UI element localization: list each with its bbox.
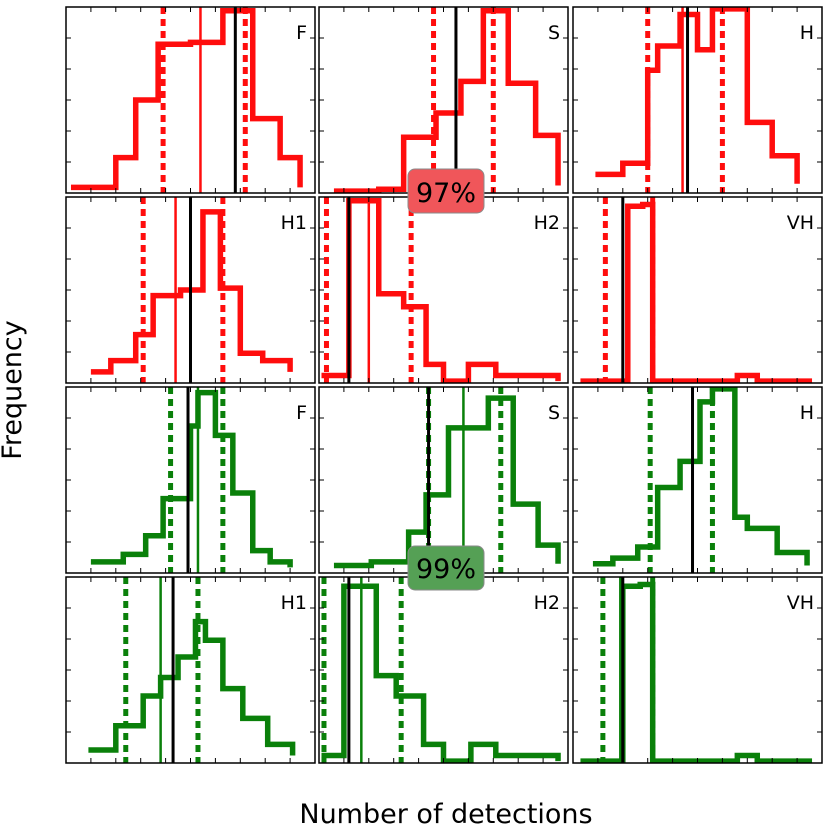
panel-red-h1: H1	[65, 196, 316, 384]
panel-label-red-h1: H1	[281, 212, 307, 234]
panel-label-red-h: H	[800, 22, 814, 44]
panel-frame-red-f	[65, 6, 316, 194]
badge-97-box	[407, 168, 485, 214]
histogram-red-h2	[321, 197, 561, 383]
panel-label-green-h2: H2	[534, 592, 560, 614]
panels-group: F S H H1 H2 VH F S H H1 H2 VH	[65, 6, 823, 764]
panel-red-h-plot	[595, 7, 800, 193]
ticks-red-s	[319, 7, 568, 193]
y-axis-label: Frequency	[0, 320, 28, 460]
ticks-green-h1	[66, 577, 315, 763]
panel-red-s: S	[318, 6, 569, 194]
badge-97-text: 97%	[416, 178, 476, 209]
ticks-red-h2	[319, 197, 568, 383]
panel-label-red-h2: H2	[534, 212, 560, 234]
histogram-green-h	[592, 387, 810, 567]
panel-green-h: H	[572, 386, 823, 574]
histogram-red-h	[595, 7, 800, 184]
ticks-red-h	[573, 7, 822, 193]
badge-99-box	[407, 545, 485, 591]
panel-label-green-h: H	[800, 402, 814, 424]
ticks-green-vh	[573, 577, 822, 763]
panel-green-h2: H2	[318, 576, 569, 764]
panel-green-h2-plot	[321, 577, 561, 763]
x-axis-label: Number of detections	[299, 799, 592, 830]
ticks-green-h	[573, 387, 822, 573]
panel-green-vh-plot	[580, 577, 813, 763]
panel-green-f-plot	[90, 387, 293, 573]
histogram-green-h2	[321, 583, 561, 763]
panel-frame-red-h2	[318, 196, 569, 384]
panel-label-red-vh: VH	[787, 212, 814, 234]
panel-green-h1: H1	[65, 576, 316, 764]
histogram-red-f	[70, 7, 303, 191]
panel-green-s: S	[318, 386, 569, 574]
ticks-green-f	[66, 387, 315, 573]
panel-frame-green-h2	[318, 576, 569, 764]
panel-frame-red-s	[318, 6, 569, 194]
panel-red-h2-plot	[321, 197, 561, 383]
panel-green-h1-plot	[88, 577, 296, 763]
ticks-red-vh	[573, 197, 822, 383]
panel-label-red-s: S	[548, 22, 560, 44]
histogram-red-h1	[90, 209, 293, 375]
ticks-green-s	[319, 387, 568, 573]
panel-label-green-vh: VH	[787, 592, 814, 614]
ticks-red-f	[66, 7, 315, 193]
panel-label-green-h1: H1	[281, 592, 307, 614]
badge-99-text: 99%	[416, 554, 476, 585]
panel-green-s-plot	[333, 387, 561, 573]
panel-green-vh: VH	[572, 576, 823, 764]
panel-green-f: F	[65, 386, 316, 574]
ticks-red-h1	[66, 197, 315, 383]
panel-frame-green-vh	[572, 576, 823, 764]
histogram-green-s	[333, 395, 561, 569]
histogram-green-h1	[88, 618, 296, 756]
panel-red-vh: VH	[572, 196, 823, 384]
histogram-green-vh	[580, 581, 813, 763]
panel-red-s-plot	[333, 7, 561, 193]
panel-red-vh-plot	[580, 197, 813, 383]
panel-green-h-plot	[592, 387, 810, 573]
panel-label-red-f: F	[296, 22, 307, 44]
panel-red-h1-plot	[90, 197, 293, 383]
panel-red-f-plot	[70, 7, 303, 193]
badge-99: 99%	[407, 545, 485, 591]
panel-frame-green-h1	[65, 576, 316, 764]
histogram-red-s	[333, 7, 561, 193]
panel-red-h2: H2	[318, 196, 569, 384]
panel-frame-green-s	[318, 386, 569, 574]
histogram-green-f	[90, 389, 293, 568]
panel-red-f: F	[65, 6, 316, 194]
panel-label-green-s: S	[548, 402, 560, 424]
histogram-red-vh	[580, 201, 813, 383]
panel-frame-red-vh	[572, 196, 823, 384]
panel-label-green-f: F	[296, 402, 307, 424]
panel-red-h: H	[572, 6, 823, 194]
badge-97: 97%	[407, 168, 485, 214]
ticks-green-h2	[319, 577, 568, 763]
